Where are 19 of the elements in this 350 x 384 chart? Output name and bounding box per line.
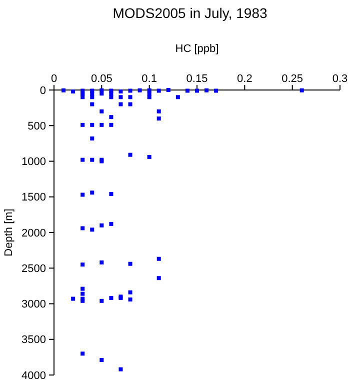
x-tick-label: 0	[50, 73, 58, 85]
x-tick-label: 0.15	[186, 73, 208, 85]
y-tick-label: 1000	[22, 156, 46, 168]
x-tick-label: 0.2	[237, 73, 252, 85]
y-tick-label: 3500	[22, 334, 46, 346]
y-axis-title: Depth [m]	[3, 208, 15, 256]
x-tick-label: 0.25	[282, 73, 304, 85]
y-tick-label: 2500	[22, 262, 46, 275]
y-tick-label: 0	[40, 84, 46, 97]
x-axis-title: HC [ppb]	[175, 43, 219, 55]
y-tick-label: 1500	[22, 192, 46, 204]
y-tick-label: 4000	[22, 370, 46, 382]
y-tick-label: 2000	[22, 227, 46, 240]
x-tick-label: 0.3	[332, 73, 348, 85]
y-tick-label: 3000	[22, 298, 46, 311]
chart-title: MODS2005 in July, 1983	[112, 5, 268, 21]
x-tick-label: 0.1	[142, 73, 157, 85]
x-tick-label: 0.05	[90, 73, 112, 85]
y-tick-label: 500	[28, 120, 46, 132]
